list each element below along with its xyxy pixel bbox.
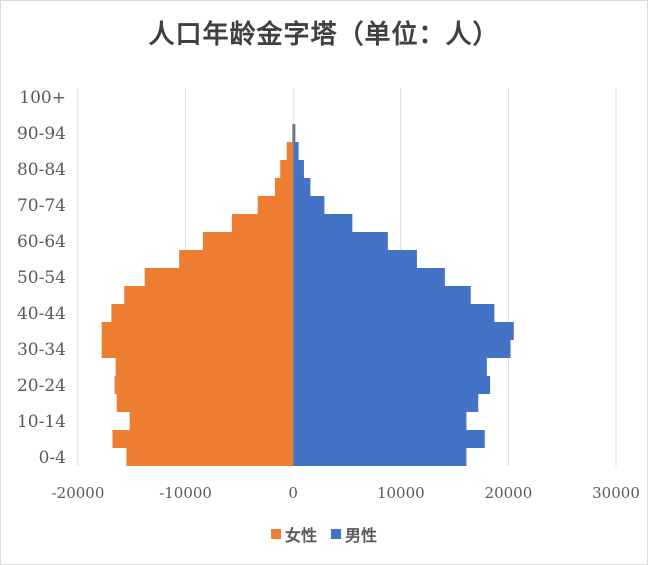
bars — [101, 124, 514, 466]
y-tick-label: 10-14 — [17, 412, 66, 432]
bar-male-70-74 — [293, 196, 325, 214]
y-tick-label: 90-94 — [17, 124, 66, 144]
bar-male-20-24 — [293, 376, 491, 394]
legend-item-male: 男性 — [331, 522, 377, 546]
x-tick-label: -20000 — [52, 484, 105, 502]
bar-female-30-34 — [101, 340, 294, 358]
y-tick-label: 100+ — [19, 88, 66, 108]
y-tick-label: 20-24 — [17, 376, 66, 396]
x-tick-label: 0 — [288, 484, 298, 502]
bar-male-80-84 — [293, 160, 304, 178]
bar-female-65-69 — [231, 214, 294, 232]
bar-female-90-94 — [292, 124, 294, 142]
bar-female-0-4 — [126, 448, 294, 466]
legend-label-female: 女性 — [284, 526, 317, 545]
bar-female-20-24 — [114, 376, 294, 394]
x-tick-label: 20000 — [485, 484, 533, 502]
bar-male-40-44 — [293, 304, 495, 322]
y-axis-tick-labels: 0-4 10-14 20-24 30-34 40-44 50-54 60-64 70-74 80… — [17, 88, 66, 468]
bar-female-55-59 — [179, 250, 294, 268]
bar-male-35-39 — [293, 322, 514, 340]
bar-female-15-19 — [116, 394, 294, 412]
bar-male-85-89 — [293, 142, 299, 160]
bar-male-50-54 — [293, 268, 445, 286]
bar-male-25-29 — [293, 358, 487, 376]
bar-male-60-64 — [293, 232, 388, 250]
bar-female-5-9 — [112, 430, 294, 448]
bar-female-25-29 — [115, 358, 294, 376]
y-tick-label: 0-4 — [39, 448, 66, 468]
legend-swatch-female — [270, 529, 281, 539]
y-tick-label: 70-74 — [17, 196, 66, 216]
bar-female-40-44 — [111, 304, 294, 322]
chart-title: 人口年龄金字塔（单位：人） — [148, 20, 500, 50]
x-tick-label: 10000 — [377, 484, 425, 502]
bar-male-45-49 — [293, 286, 471, 304]
bar-male-10-14 — [293, 412, 467, 430]
x-tick-label: -10000 — [159, 484, 212, 502]
bar-male-30-34 — [293, 340, 511, 358]
bar-male-55-59 — [293, 250, 417, 268]
bar-male-90-94 — [293, 124, 296, 142]
y-tick-label: 50-54 — [17, 268, 66, 288]
legend-label-male: 男性 — [345, 526, 378, 545]
bar-female-80-84 — [280, 160, 294, 178]
y-tick-label: 80-84 — [17, 160, 66, 180]
bar-female-85-89 — [286, 142, 294, 160]
y-tick-label: 40-44 — [17, 304, 66, 324]
bar-male-65-69 — [293, 214, 353, 232]
bar-female-50-54 — [144, 268, 294, 286]
bar-female-35-39 — [101, 322, 294, 340]
y-tick-label: 30-34 — [17, 340, 66, 360]
legend-swatch-male — [331, 529, 341, 539]
legend: 女性 男性 — [0, 522, 648, 546]
bar-female-60-64 — [202, 232, 294, 250]
x-tick-label: 30000 — [592, 484, 640, 502]
x-axis-tick-labels: -20000 -10000 0 10000 20000 30000 — [52, 484, 640, 502]
bar-male-75-79 — [293, 178, 311, 196]
y-tick-label: 60-64 — [17, 232, 66, 252]
bar-female-45-49 — [124, 286, 294, 304]
bar-female-70-74 — [257, 196, 294, 214]
bar-male-5-9 — [293, 430, 485, 448]
bar-female-75-79 — [274, 178, 294, 196]
legend-item-female: 女性 — [270, 522, 317, 546]
bar-male-0-4 — [293, 448, 467, 466]
bar-male-15-19 — [293, 394, 479, 412]
bar-female-10-14 — [129, 412, 294, 430]
